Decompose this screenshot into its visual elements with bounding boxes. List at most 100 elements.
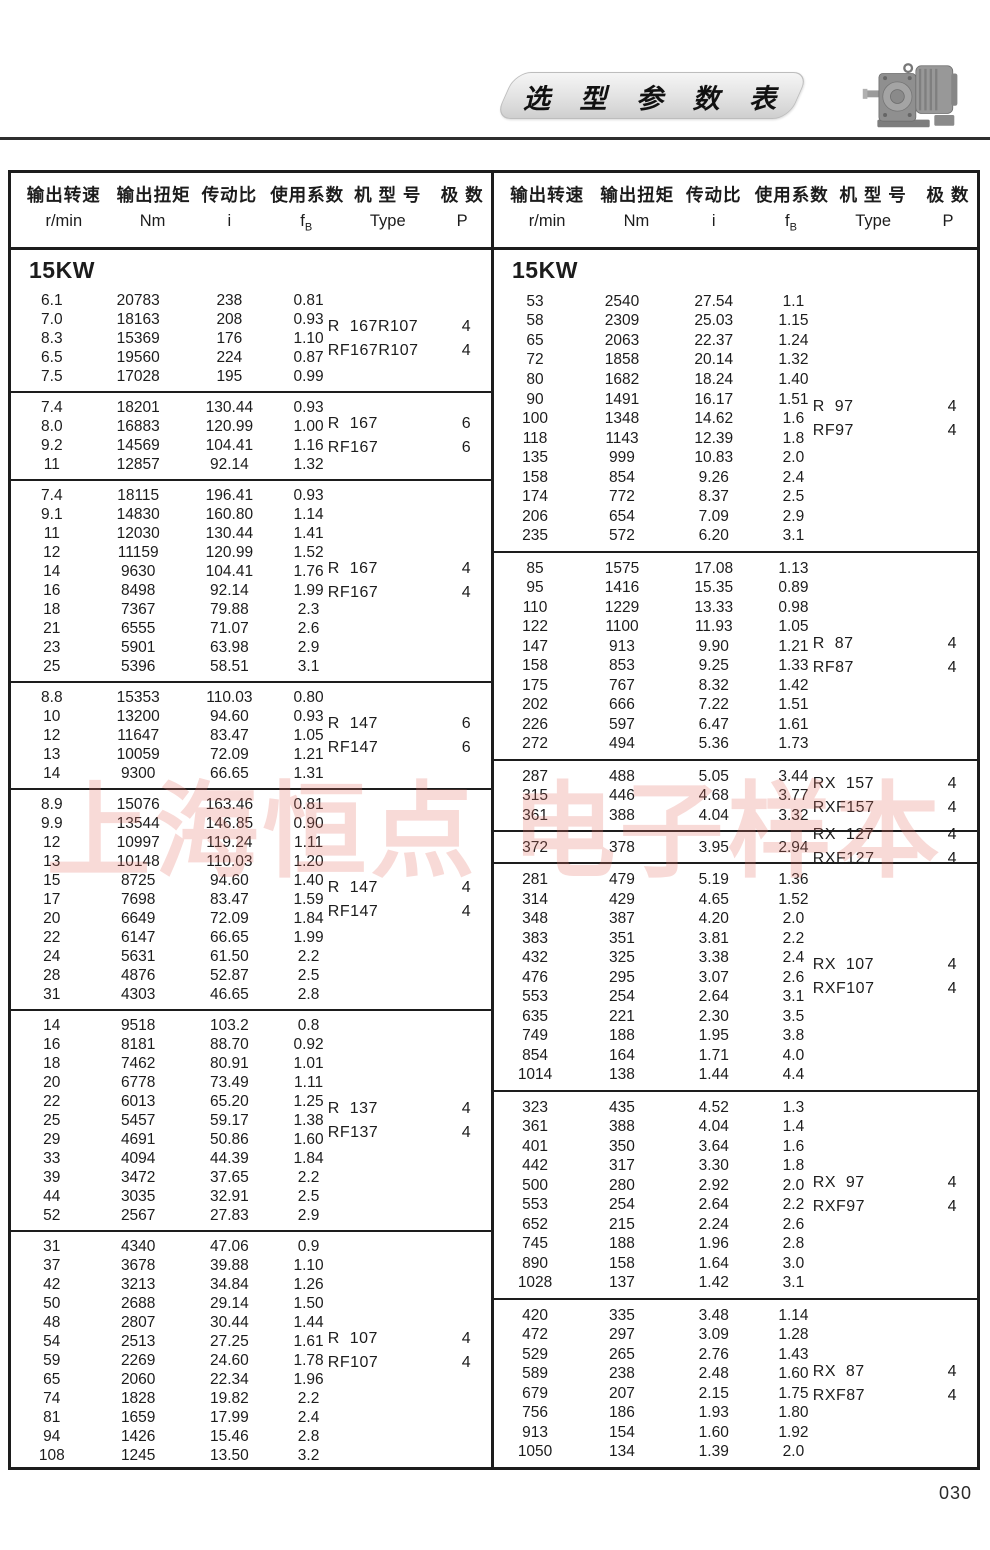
col-speed-label: 输出转速	[26, 185, 101, 205]
speed-cell: 679	[522, 1384, 548, 1402]
poles-value: 4	[461, 560, 471, 578]
table-row: 39 3472 37.65 2.2	[11, 1168, 491, 1187]
factor-cell: 0.81	[293, 292, 324, 310]
torque-cell: 388	[609, 806, 635, 824]
type-line: RF167 6	[328, 439, 477, 457]
factor-cell: 1.15	[778, 312, 809, 330]
table-row: 22 6013 65.20 1.25	[11, 1092, 491, 1111]
speed-cell: 9.1	[41, 506, 63, 524]
speed-cell: 31	[43, 1238, 61, 1256]
speed-cell: 10	[43, 708, 61, 726]
torque-cell: 378	[609, 838, 635, 856]
header-chinese-row: 输出转速 输出扭矩 传动比 使用系数 机 型 号 极 数	[494, 182, 977, 208]
table-block: 372 378 3.95 2.94 RX 127 4 RXF127 4	[494, 826, 977, 867]
table-row: 314 429 4.65 1.52	[494, 890, 977, 909]
factor-cell: 3.77	[778, 787, 809, 805]
poles-value: 4	[947, 850, 957, 868]
table-left-half: 输出转速 输出扭矩 传动比 使用系数 机 型 号 极 数 r/min Nm i …	[11, 173, 494, 1467]
factor-cell: 1.51	[778, 696, 809, 714]
torque-cell: 1100	[605, 618, 639, 636]
table-row: 22 6147 66.65 1.99	[11, 928, 491, 947]
col-factor-label: 使用系数	[270, 185, 345, 205]
type-name: RX 127	[812, 826, 875, 844]
speed-cell: 14	[43, 765, 61, 783]
torque-cell: 1426	[120, 1428, 156, 1446]
factor-cell: 2.6	[782, 968, 805, 986]
table-row: 12 11159 120.99 1.52	[11, 543, 491, 562]
torque-cell: 265	[609, 1345, 635, 1363]
table-row: 108 1245 13.50 3.2	[11, 1446, 491, 1465]
torque-cell: 446	[609, 787, 635, 805]
ratio-cell: 1.93	[698, 1404, 729, 1422]
block-rows: 8.9 15076 163.46 0.81 9.9 13544 146.85 0.90 12 10…	[11, 795, 491, 1004]
table-row: 118 1143 12.39 1.8	[494, 429, 977, 448]
ratio-cell: 3.81	[698, 929, 729, 947]
factor-cell: 2.3	[297, 601, 320, 619]
torque-cell: 479	[609, 870, 635, 888]
block-rows: 7.4 18115 196.41 0.93 9.1 14830 160.80 1.14 11 12…	[11, 486, 491, 676]
ratio-cell: 5.05	[698, 767, 729, 785]
factor-cell: 3.1	[782, 988, 805, 1006]
speed-cell: 12	[43, 834, 61, 852]
torque-cell: 154	[609, 1423, 635, 1441]
speed-cell: 37	[43, 1257, 61, 1275]
table-row: 20 6649 72.09 1.84	[11, 909, 491, 928]
table-block: 281 479 5.19 1.36 314 429 4.65 1.52 348 387 4.20 2.…	[494, 862, 977, 1090]
type-group: RX 157 4 RXF157 4	[813, 761, 963, 830]
factor-cell: 2.0	[782, 1443, 805, 1461]
torque-cell: 134	[609, 1443, 635, 1461]
type-group: R 167 6 RF167 6	[328, 393, 477, 479]
ratio-cell: 119.24	[206, 834, 253, 852]
ratio-cell: 13.33	[694, 598, 734, 616]
speed-cell: 11	[43, 525, 60, 543]
speed-cell: 15	[43, 872, 61, 890]
speed-cell: 8.9	[41, 796, 63, 814]
table-row: 432 325 3.38 2.4	[494, 948, 977, 967]
factor-cell: 0.98	[778, 598, 809, 616]
type-line: RXF157 4	[813, 799, 963, 817]
factor-cell: 1.32	[293, 456, 324, 474]
table-row: 175 767 8.32 1.42	[494, 676, 977, 695]
speed-cell: 39	[43, 1169, 61, 1187]
factor-cell: 1.96	[293, 1371, 324, 1389]
speed-cell: 94	[43, 1428, 61, 1446]
ratio-cell: 30.44	[209, 1314, 249, 1332]
table-row: 37 3678 39.88 1.10	[11, 1256, 491, 1275]
table-row: 25 5396 58.51 3.1	[11, 657, 491, 676]
ratio-cell: 3.07	[698, 968, 729, 986]
factor-cell: 2.94	[778, 838, 809, 856]
type-line: RF167 4	[328, 584, 477, 602]
torque-cell: 6555	[120, 620, 156, 638]
ratio-cell: 176	[216, 330, 243, 348]
torque-cell: 597	[609, 715, 635, 733]
torque-cell: 221	[609, 1007, 635, 1025]
factor-cell: 1.21	[293, 746, 324, 764]
table-row: 158 853 9.25 1.33	[494, 656, 977, 675]
speed-cell: 7.0	[41, 311, 63, 329]
torque-cell: 207	[609, 1384, 635, 1402]
poles-value: 4	[947, 1362, 957, 1380]
factor-cell: 1.52	[778, 890, 809, 908]
table-block: 31 4340 47.06 0.9 37 3678 39.88 1.10 42 3213 34.84…	[11, 1230, 491, 1470]
block-rows: 14 9518 103.2 0.8 16 8181 88.70 0.92 18 7462 80.91…	[11, 1016, 491, 1225]
speed-cell: 100	[522, 410, 548, 428]
table-row: 202 666 7.22 1.51	[494, 695, 977, 714]
torque-cell: 351	[609, 929, 635, 947]
speed-cell: 589	[522, 1365, 548, 1383]
table-row: 13 10148 110.03 1.20	[11, 852, 491, 871]
table-row: 18 7367 79.88 2.3	[11, 600, 491, 619]
ratio-cell: 160.80	[205, 506, 254, 524]
table-row: 65 2060 22.34 1.96	[11, 1370, 491, 1389]
table-row: 17 7698 83.47 1.59	[11, 890, 491, 909]
factor-cell: 1.80	[778, 1404, 809, 1422]
right-column-blocks: 53 2540 27.54 1.1 58 2309 25.03 1.15 65 2063 22.37…	[494, 286, 977, 1467]
type-group: R 147 6 RF147 6	[328, 683, 477, 788]
ratio-cell: 24.60	[209, 1352, 249, 1370]
type-name: R 147	[327, 878, 378, 896]
ratio-cell: 27.83	[209, 1207, 249, 1225]
poles-value: 4	[461, 1099, 471, 1117]
table-block: 420 335 3.48 1.14 472 297 3.09 1.28 529 265 2.76 1.…	[494, 1298, 977, 1467]
table-row: 1014 138 1.44 4.4	[494, 1065, 977, 1084]
factor-cell: 4.4	[782, 1066, 805, 1084]
ratio-cell: 1.96	[698, 1235, 729, 1253]
